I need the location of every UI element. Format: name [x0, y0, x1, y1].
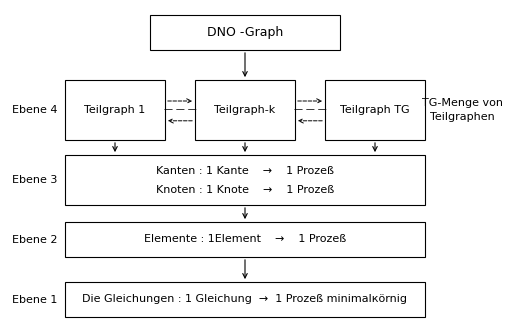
FancyBboxPatch shape — [150, 15, 340, 50]
FancyBboxPatch shape — [65, 282, 425, 317]
FancyBboxPatch shape — [65, 155, 425, 205]
FancyBboxPatch shape — [65, 222, 425, 257]
FancyBboxPatch shape — [195, 80, 295, 140]
Text: Die Gleichungen : 1 Gleichung  →  1 Prozeß minimalкörnig: Die Gleichungen : 1 Gleichung → 1 Prozeß… — [83, 294, 407, 305]
Text: Teilgraph TG: Teilgraph TG — [340, 105, 410, 115]
Text: — — —: — — — — [294, 106, 326, 115]
Text: Kanten : 1 Kante    →    1 Prozeß: Kanten : 1 Kante → 1 Prozeß — [156, 166, 334, 176]
Text: Ebene 3: Ebene 3 — [12, 175, 58, 185]
Text: Ebene 1: Ebene 1 — [12, 295, 58, 305]
Text: Ebene 4: Ebene 4 — [12, 105, 58, 115]
Text: DNO -Graph: DNO -Graph — [207, 26, 283, 39]
Text: Teilgraph 1: Teilgraph 1 — [84, 105, 145, 115]
FancyBboxPatch shape — [325, 80, 425, 140]
Text: Knoten : 1 Knote    →    1 Prozeß: Knoten : 1 Knote → 1 Prozeß — [156, 185, 334, 195]
Text: — — —: — — — — [163, 106, 196, 115]
Text: Teilgraph-k: Teilgraph-k — [214, 105, 276, 115]
Text: TG-Menge von
Teilgraphen: TG-Menge von Teilgraphen — [422, 98, 503, 122]
Text: Ebene 2: Ebene 2 — [12, 235, 58, 245]
FancyBboxPatch shape — [65, 80, 165, 140]
Text: Elemente : 1Element    →    1 Prozeß: Elemente : 1Element → 1 Prozeß — [144, 234, 346, 245]
